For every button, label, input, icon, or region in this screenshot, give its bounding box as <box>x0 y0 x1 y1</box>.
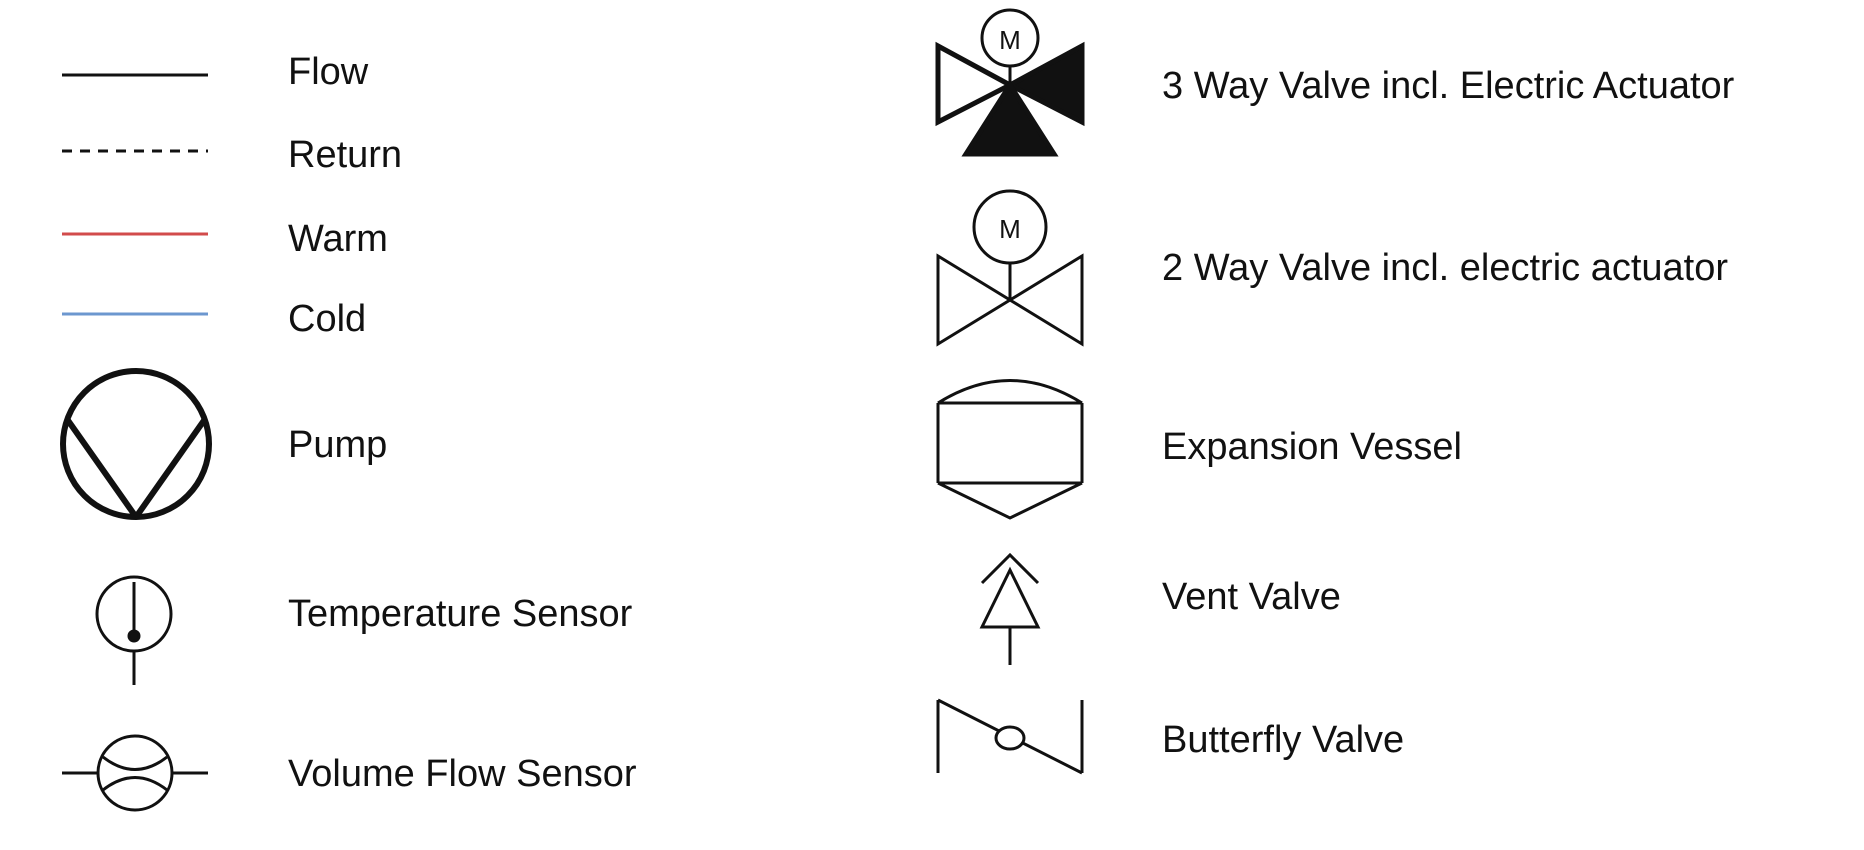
two-way-valve-icon <box>936 189 1084 347</box>
legend-item-vent-valve: Vent Valve <box>979 552 1341 665</box>
flow-label: Flow <box>288 51 369 93</box>
pump-label: Pump <box>288 424 387 466</box>
legend-item-two-way-valve: M 2 Way Valve incl. electric actuator <box>936 189 1728 347</box>
actuator-m-label: M <box>999 25 1021 55</box>
legend-item-pump: Pump <box>60 368 387 520</box>
return-label: Return <box>288 134 402 176</box>
legend-item-warm: Warm <box>62 218 388 260</box>
butterfly-valve-icon <box>936 698 1084 775</box>
two-way-valve-label: 2 Way Valve incl. electric actuator <box>1162 247 1728 289</box>
cold-label: Cold <box>288 298 366 340</box>
expansion-vessel-icon <box>936 379 1084 520</box>
legend-item-cold: Cold <box>62 298 366 340</box>
expansion-vessel-label: Expansion Vessel <box>1162 426 1462 468</box>
temperature-sensor-icon <box>95 575 173 685</box>
pump-icon <box>60 368 212 520</box>
volume-flow-sensor-icon <box>62 734 208 812</box>
actuator-m-label: M <box>999 214 1021 244</box>
temperature-sensor-label: Temperature Sensor <box>288 593 633 635</box>
legend-item-butterfly-valve: Butterfly Valve <box>936 698 1404 775</box>
legend-item-three-way-valve: M 3 Way Valve incl. Electric Actuator <box>935 8 1735 157</box>
legend-item-volume-flow-sensor: Volume Flow Sensor <box>62 734 637 812</box>
legend-item-temperature-sensor: Temperature Sensor <box>95 575 633 685</box>
three-way-valve-label: 3 Way Valve incl. Electric Actuator <box>1162 65 1735 107</box>
butterfly-valve-label: Butterfly Valve <box>1162 719 1404 761</box>
vent-valve-label: Vent Valve <box>1162 576 1341 618</box>
legend-item-expansion-vessel: Expansion Vessel <box>936 379 1462 520</box>
three-way-valve-icon <box>935 8 1085 157</box>
volume-flow-sensor-label: Volume Flow Sensor <box>288 753 637 795</box>
legend-item-flow: Flow <box>62 51 369 93</box>
vent-valve-icon <box>979 552 1041 665</box>
warm-label: Warm <box>288 218 388 260</box>
legend-item-return: Return <box>62 134 402 176</box>
